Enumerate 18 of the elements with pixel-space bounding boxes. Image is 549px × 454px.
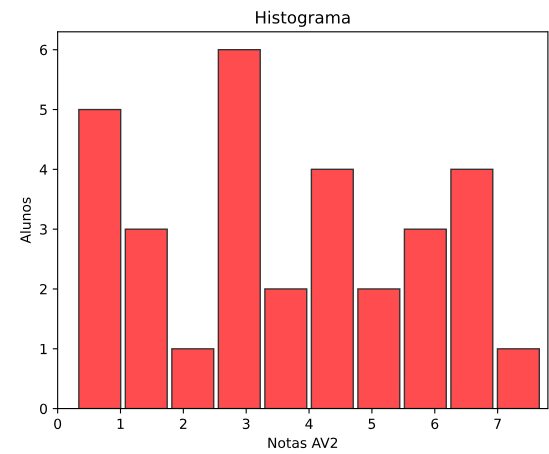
x-tick-label: 1 [118, 418, 124, 429]
y-tick-label: 6 [40, 44, 48, 56]
y-tick-label: 1 [40, 344, 47, 354]
x-tick-label: 3 [242, 418, 250, 430]
x-tick-label: 2 [180, 418, 186, 429]
x-axis-title: Notas AV2 [268, 438, 338, 448]
y-tick-label: 0 [40, 404, 47, 414]
y-tick-label: 3 [40, 224, 47, 235]
x-tick-label: 5 [368, 418, 376, 430]
x-tick-label: 4 [305, 418, 313, 429]
chart-title: Histograma [256, 10, 350, 27]
x-tick-label: 0 [54, 418, 62, 430]
x-tick-label: 6 [431, 418, 438, 430]
y-tick-label: 5 [40, 104, 47, 116]
y-tick-label: 2 [40, 284, 47, 294]
y-tick-label: 4 [40, 164, 48, 175]
x-tick-label: 7 [494, 418, 501, 429]
y-axis-title: Alunos [20, 198, 31, 244]
